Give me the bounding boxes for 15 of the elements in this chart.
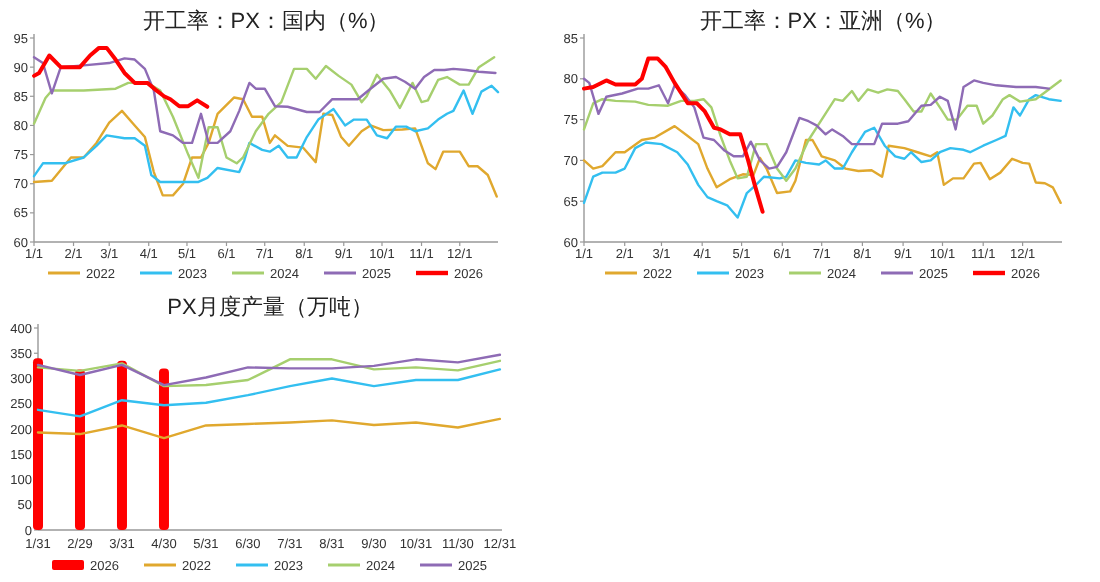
line-series <box>32 56 497 145</box>
line-series <box>582 79 1062 182</box>
chart-title: PX月度产量（万吨） <box>167 294 373 320</box>
chart-title: 开工率：PX：亚洲（%） <box>699 8 947 34</box>
line-series <box>582 93 1062 219</box>
line-series <box>32 56 496 180</box>
line-series <box>32 45 210 109</box>
line-series <box>582 56 765 214</box>
line-series <box>582 77 1051 170</box>
line-series <box>36 368 502 418</box>
line-series <box>36 417 502 440</box>
chart-title: 开工率：PX：国内（%） <box>142 8 390 34</box>
line-series <box>582 124 1062 205</box>
line-series <box>32 96 498 198</box>
line-series <box>32 84 500 184</box>
